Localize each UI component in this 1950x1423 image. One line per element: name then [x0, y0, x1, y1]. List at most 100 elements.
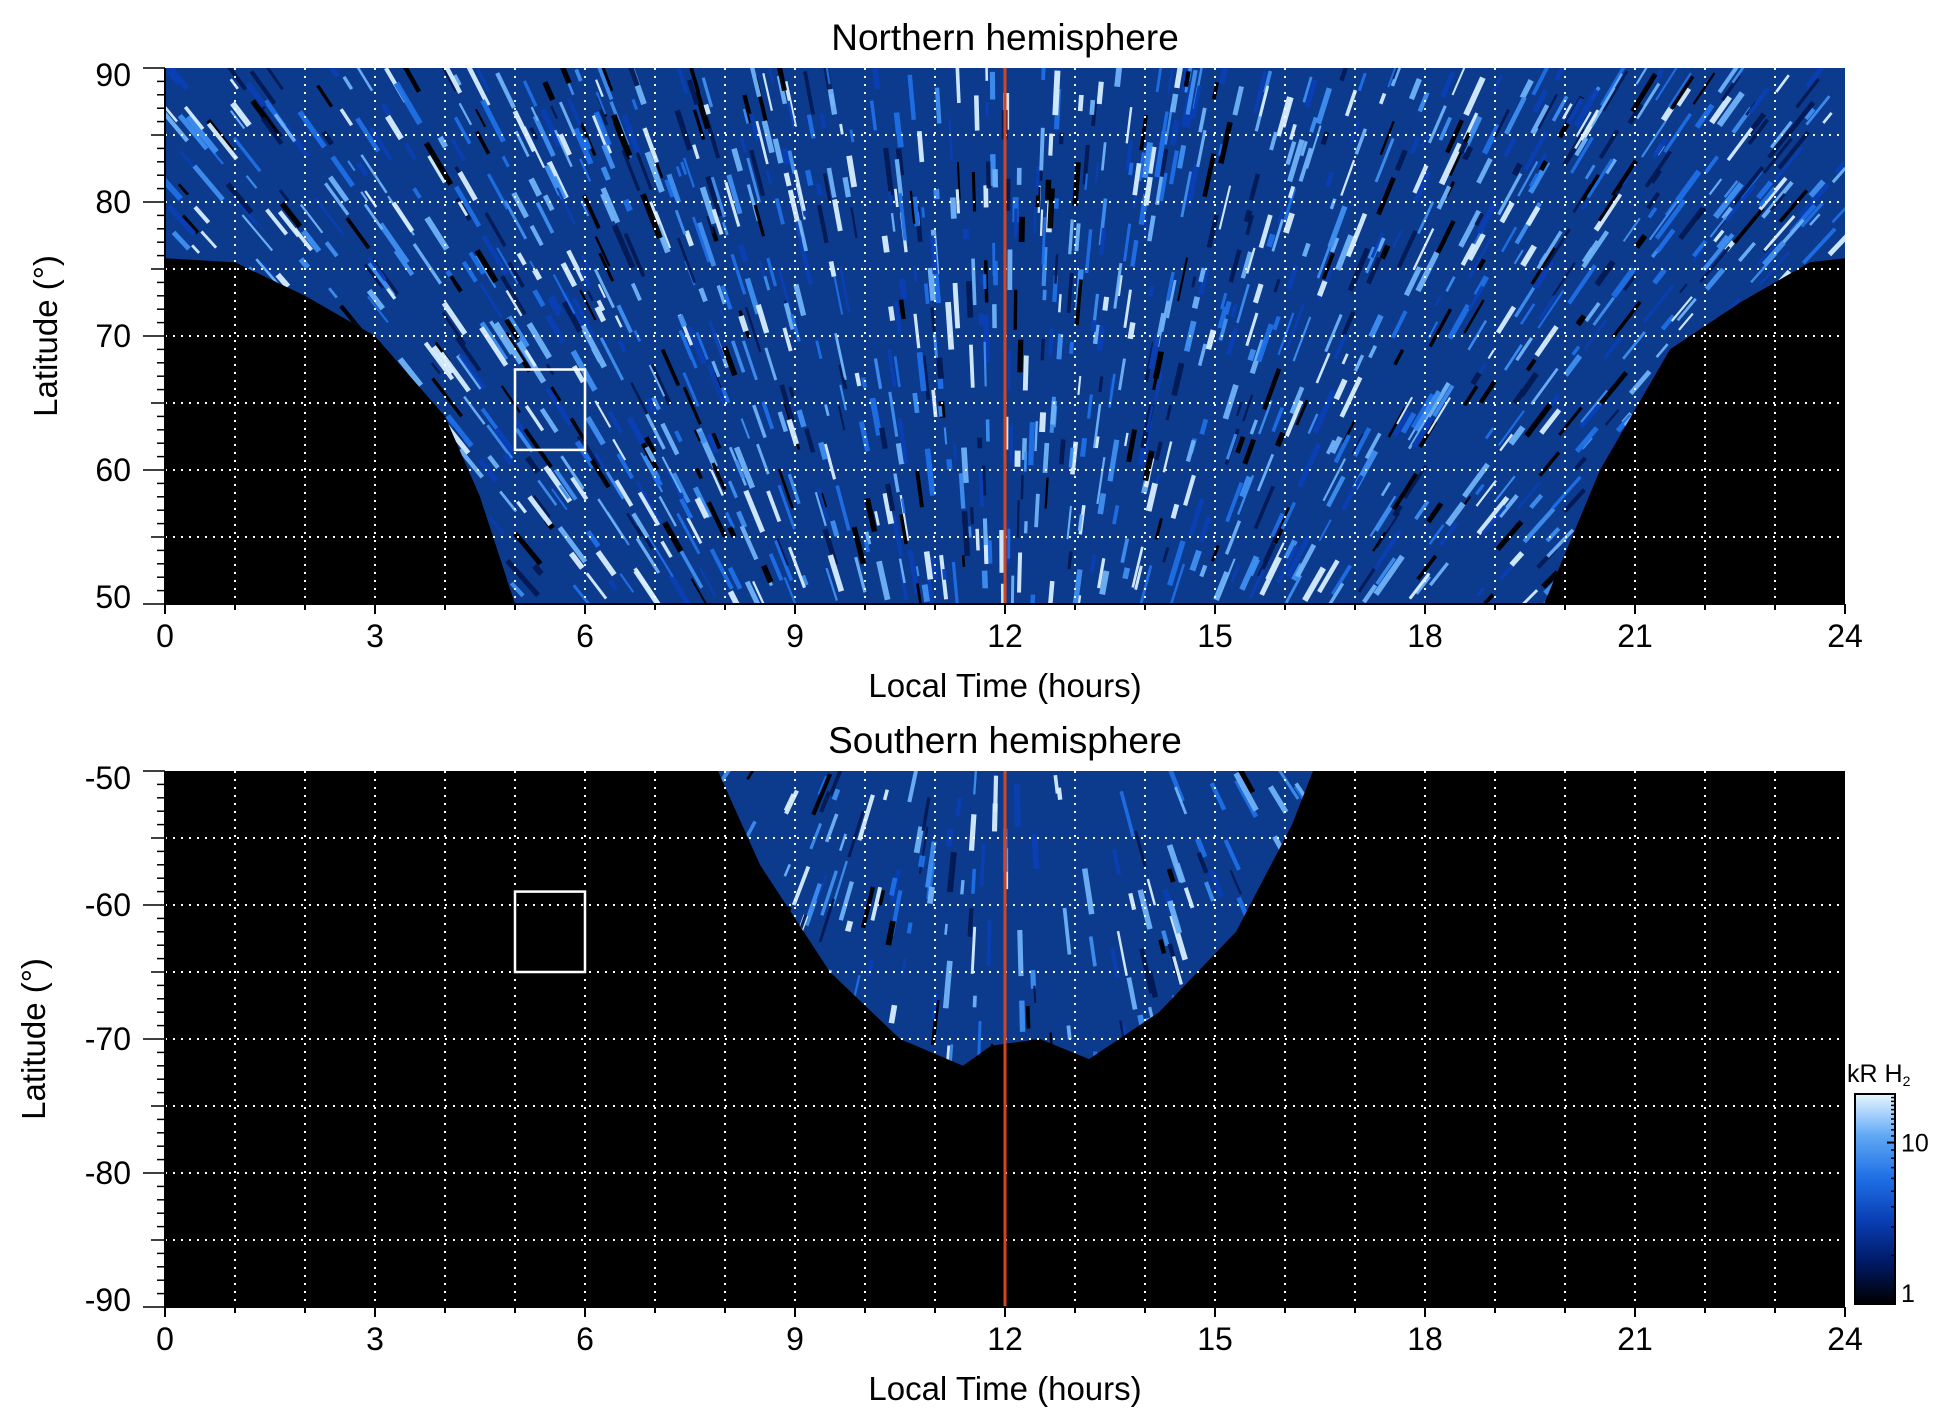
northern-emission-streak — [1114, 68, 1123, 88]
northern-emission-streak — [1545, 526, 1561, 543]
southern-x-tick-label: 3 — [366, 1321, 384, 1357]
northern-emission-streak — [682, 372, 700, 407]
northern-emission-streak — [1634, 233, 1648, 249]
northern-emission-streak — [1089, 99, 1096, 115]
northern-emission-streak — [686, 517, 703, 544]
southern-emission-streak — [819, 791, 832, 813]
northern-emission-streak — [524, 404, 545, 432]
northern-emission-streak — [955, 68, 961, 104]
northern-emission-streak — [1285, 140, 1297, 166]
northern-emission-streak — [1097, 558, 1106, 589]
northern-emission-streak — [686, 326, 707, 365]
northern-emission-streak — [774, 68, 787, 92]
northern-emission-streak — [982, 314, 990, 363]
southern-y-axis-label: Latitude (°) — [15, 958, 52, 1120]
northern-emission-streak — [683, 157, 695, 188]
northern-emission-streak — [1598, 193, 1618, 222]
southern-title: Southern hemisphere — [828, 720, 1182, 761]
northern-emission-streak — [454, 185, 482, 228]
northern-emission-streak — [1574, 426, 1599, 454]
southern-emission-streak — [844, 920, 854, 933]
northern-emission-streak — [706, 215, 715, 234]
northern-emission-streak — [1118, 358, 1126, 391]
northern-emission-streak — [1139, 565, 1153, 604]
northern-emission-streak — [455, 354, 484, 390]
northern-emission-streak — [680, 161, 688, 175]
northern-emission-streak — [1269, 131, 1278, 151]
northern-emission-streak — [547, 386, 562, 404]
northern-emission-streak — [761, 120, 775, 154]
southern-emission-streak — [943, 1045, 951, 1066]
southern-y-tick-label: -50 — [85, 760, 131, 796]
northern-emission-streak — [1028, 422, 1035, 466]
northern-emission-streak — [1123, 289, 1132, 329]
northern-emission-streak — [660, 422, 680, 456]
northern-emission-streak — [1054, 254, 1059, 284]
northern-emission-streak — [1487, 349, 1495, 360]
northern-emission-streak — [1622, 164, 1638, 187]
northern-emission-streak — [1022, 355, 1029, 391]
northern-emission-streak — [893, 188, 899, 208]
northern-emission-streak — [1611, 300, 1642, 339]
southern-x-tick-label: 18 — [1407, 1321, 1443, 1357]
northern-emission-streak — [967, 526, 972, 538]
northern-emission-streak — [1525, 358, 1537, 372]
northern-emission-streak — [733, 446, 756, 489]
northern-emission-streak — [703, 103, 711, 115]
northern-emission-streak — [1052, 70, 1061, 116]
northern-emission-streak — [1067, 551, 1073, 570]
northern-emission-streak — [1805, 95, 1831, 126]
northern-emission-streak — [674, 109, 693, 151]
northern-emission-streak — [1531, 68, 1550, 96]
southern-emission-streak — [1233, 771, 1259, 812]
northern-emission-streak — [1593, 192, 1623, 232]
northern-emission-streak — [1530, 104, 1551, 135]
northern-emission-streak — [1199, 564, 1208, 578]
northern-emission-streak — [873, 358, 883, 390]
northern-emission-streak — [1709, 216, 1728, 238]
northern-emission-streak — [635, 537, 661, 574]
colorbar-title-text: kR H — [1847, 1060, 1903, 1088]
northern-emission-streak — [1183, 474, 1196, 506]
northern-emission-streak — [580, 200, 590, 217]
southern-emission-streak — [913, 826, 925, 854]
northern-emission-streak — [1344, 89, 1358, 117]
northern-emission-streak — [816, 488, 829, 521]
northern-emission-streak — [1017, 552, 1023, 593]
northern-emission-streak — [1376, 176, 1396, 216]
northern-emission-streak — [1107, 439, 1120, 482]
northern-emission-streak — [827, 88, 838, 115]
northern-emission-streak — [1798, 182, 1830, 218]
northern-emission-streak — [1048, 133, 1054, 156]
colorbar-title-subscript: 2 — [1903, 1073, 1911, 1089]
northern-emission-streak — [1679, 283, 1688, 294]
northern-emission-streak — [1046, 580, 1055, 604]
southern-emission-streak — [1161, 930, 1170, 947]
northern-emission-streak — [1160, 299, 1170, 333]
northern-emission-streak — [1259, 556, 1282, 596]
northern-emission-streak — [560, 262, 578, 288]
northern-emission-streak — [951, 561, 959, 604]
northern-emission-streak — [465, 68, 491, 107]
northern-emission-streak — [1493, 475, 1516, 503]
northern-emission-streak — [1047, 188, 1055, 229]
northern-emission-streak — [1373, 554, 1405, 596]
northern-emission-streak — [1428, 524, 1445, 545]
northern-emission-streak — [1137, 152, 1146, 182]
northern-emission-streak — [1318, 519, 1332, 542]
southern-emission-streak — [818, 898, 835, 943]
northern-emission-streak — [192, 164, 225, 202]
northern-emission-streak — [1647, 206, 1658, 219]
northern-emission-streak — [1827, 228, 1845, 257]
northern-emission-streak — [1187, 497, 1205, 538]
northern-emission-streak — [942, 568, 948, 580]
northern-emission-streak — [630, 282, 642, 302]
northern-emission-streak — [277, 210, 301, 238]
northern-emission-streak — [1586, 158, 1614, 199]
northern-emission-streak — [752, 404, 767, 439]
northern-emission-streak — [923, 551, 934, 580]
northern-emission-streak — [474, 108, 487, 128]
northern-emission-streak — [985, 419, 990, 442]
northern-emission-streak — [1538, 451, 1561, 477]
northern-emission-streak — [1692, 72, 1716, 105]
